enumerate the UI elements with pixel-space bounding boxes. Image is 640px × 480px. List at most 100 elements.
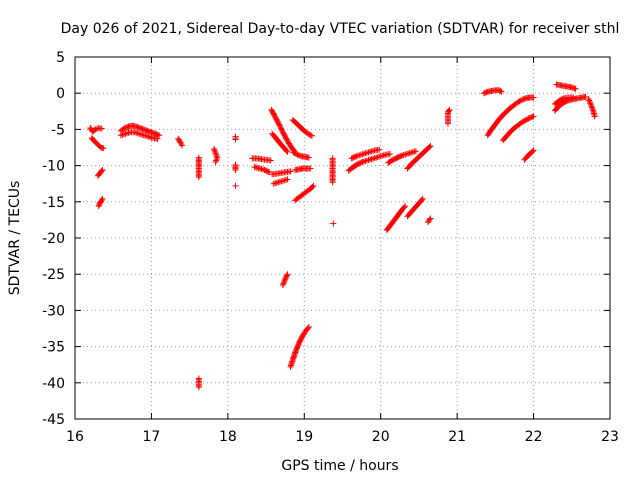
data-point <box>497 88 504 95</box>
y-tick-label: -10 <box>42 159 65 175</box>
y-tick-label: 5 <box>56 50 65 66</box>
series-arc-5 <box>117 122 163 139</box>
series-arc-29 <box>348 146 383 162</box>
data-point <box>284 271 291 278</box>
data-point <box>287 168 294 175</box>
data-point <box>179 142 185 149</box>
data-point <box>559 95 566 102</box>
data-point <box>290 149 297 156</box>
data-point <box>283 147 290 154</box>
series-arc-16 <box>268 106 298 155</box>
series-arc-33 <box>404 195 426 220</box>
series-arc-30 <box>385 148 419 166</box>
data-point <box>98 167 105 174</box>
series-arc-20 <box>279 271 291 289</box>
data-point <box>517 97 524 104</box>
data-point <box>279 127 286 134</box>
series-arc-32 <box>383 203 409 234</box>
data-point <box>427 143 434 150</box>
series-arc-15 <box>251 164 273 176</box>
data-point <box>588 103 595 110</box>
series-arc-19 <box>269 130 291 155</box>
data-point <box>587 101 594 108</box>
data-point <box>498 88 505 95</box>
data-point <box>530 94 537 101</box>
series-arc-14 <box>249 155 274 164</box>
data-point <box>586 97 593 104</box>
data-point <box>100 145 107 152</box>
data-point <box>419 195 426 202</box>
data-point <box>516 98 523 105</box>
x-tick-label: 17 <box>143 429 161 445</box>
series-arc-8 <box>195 154 202 181</box>
y-tick-label: -20 <box>42 231 65 247</box>
data-point <box>279 282 286 289</box>
data-point <box>232 166 239 173</box>
data-point <box>213 157 220 164</box>
series-arc-10 <box>232 133 239 143</box>
data-point <box>212 148 219 155</box>
series-arc-18 <box>270 176 291 187</box>
series-arc-22 <box>289 116 315 139</box>
chart-title: Day 026 of 2021, Sidereal Day-to-day VTE… <box>61 21 620 37</box>
data-point <box>98 125 105 132</box>
y-tick-label: 0 <box>56 86 65 102</box>
data-point <box>585 95 592 102</box>
data-point <box>307 132 314 139</box>
series-arc-21 <box>287 324 312 370</box>
series-arc-35 <box>444 106 453 127</box>
data-point <box>232 136 239 143</box>
data-point <box>520 118 527 125</box>
data-point <box>276 122 283 129</box>
data-point <box>99 195 106 202</box>
data-point <box>275 120 282 127</box>
data-point <box>232 182 239 189</box>
data-point <box>521 117 528 124</box>
series-arc-6 <box>117 129 161 142</box>
data-point <box>280 280 287 287</box>
data-point <box>587 100 594 107</box>
data-point <box>306 131 313 138</box>
x-tick-label: 19 <box>295 429 313 445</box>
series-arc-31 <box>404 143 434 172</box>
data-point <box>427 215 434 222</box>
data-point <box>582 93 589 100</box>
series-arc-23 <box>290 149 312 161</box>
y-tick-label: -5 <box>51 122 65 138</box>
data-point <box>515 98 522 105</box>
data-point <box>98 197 105 204</box>
data-point <box>386 151 393 158</box>
x-tick-labels: 16 17 18 19 20 21 22 23 <box>66 429 619 445</box>
data-point <box>211 145 218 152</box>
data-point <box>589 104 596 111</box>
x-tick-label: 22 <box>525 429 543 445</box>
x-tick-label: 16 <box>66 429 84 445</box>
data-point <box>291 150 298 157</box>
data-point <box>195 384 202 391</box>
data-point <box>402 203 409 210</box>
data-point <box>178 140 185 147</box>
data-point <box>445 107 452 114</box>
data-point <box>308 132 315 139</box>
data-point <box>352 153 359 160</box>
data-point <box>277 125 284 132</box>
data-point <box>586 98 593 105</box>
data-point <box>401 204 408 211</box>
axis-ticks <box>74 56 611 420</box>
data-point <box>305 130 312 137</box>
data-point <box>412 148 419 155</box>
data-point <box>309 183 316 190</box>
data-point <box>572 85 579 92</box>
data-point <box>522 116 529 123</box>
data-point <box>570 94 577 101</box>
data-point <box>446 106 453 113</box>
data-point <box>283 135 290 142</box>
series-arc-36 <box>480 87 505 97</box>
data-point <box>330 220 337 227</box>
data-point <box>358 159 365 166</box>
data-markers <box>87 81 598 391</box>
data-point <box>266 169 273 176</box>
y-axis-label: SDTVAR / TECUs <box>7 181 23 296</box>
data-point <box>281 277 288 284</box>
data-point <box>589 106 596 113</box>
